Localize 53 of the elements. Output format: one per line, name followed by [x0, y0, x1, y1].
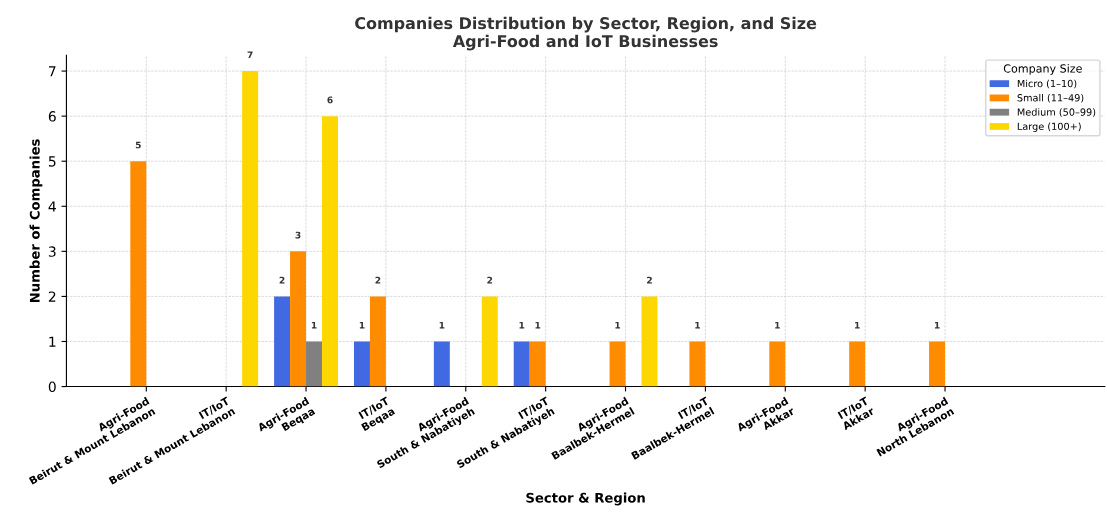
data-label: 2	[279, 276, 285, 284]
y-tick-label: 5	[48, 156, 56, 167]
y-tick-label: 2	[48, 291, 56, 302]
chart-title: Companies Distribution by Sector, Region, and Size	[355, 16, 817, 33]
y-tick-label: 1	[49, 336, 56, 347]
bar	[689, 341, 706, 387]
y-tick-label: 4	[48, 201, 56, 212]
bar	[242, 71, 259, 387]
data-label: 1	[934, 321, 940, 329]
legend-label: Small (11–49)	[1017, 93, 1084, 103]
bar	[609, 341, 626, 387]
data-label: 1	[439, 321, 445, 329]
y-tick-label: 3	[48, 246, 56, 257]
bar	[306, 341, 323, 387]
chart-subtitle: Agri-Food and IoT Businesses	[452, 34, 718, 51]
y-tick-label: 7	[49, 66, 56, 77]
x-axis-title: Sector & Region	[526, 492, 645, 506]
y-tick-label: 6	[48, 111, 56, 122]
data-label: 2	[375, 276, 381, 284]
data-label: 1	[775, 321, 780, 329]
bar	[274, 296, 291, 387]
data-label: 2	[647, 276, 652, 284]
bar	[433, 341, 450, 387]
legend-title: Company Size	[1003, 64, 1082, 75]
data-label: 1	[519, 321, 525, 329]
bar	[322, 116, 338, 387]
y-axis-title: Number of Companies	[29, 139, 43, 303]
data-label: 6	[327, 96, 333, 104]
bar	[481, 296, 498, 387]
bar	[130, 161, 147, 387]
data-label: 1	[535, 321, 541, 329]
legend-label: Medium (50–99)	[1017, 108, 1096, 117]
legend-label: Micro (1–10)	[1017, 79, 1077, 89]
data-label: 5	[135, 141, 141, 149]
y-tick-label: 0	[48, 381, 56, 393]
data-label: 2	[487, 276, 493, 284]
data-label: 3	[295, 231, 301, 239]
legend-label: Large (100+)	[1017, 122, 1081, 132]
bar	[353, 341, 370, 387]
data-label: 1	[615, 321, 621, 329]
data-label: 7	[247, 51, 253, 59]
data-label: 1	[359, 321, 365, 329]
bar	[769, 341, 786, 387]
data-label: 1	[311, 321, 317, 329]
bar	[513, 341, 530, 387]
bar	[929, 341, 946, 387]
bar	[849, 341, 866, 387]
bar	[529, 341, 546, 387]
data-label: 1	[695, 321, 700, 329]
bar	[641, 296, 658, 387]
bar	[369, 296, 386, 387]
bar	[290, 251, 307, 387]
data-label: 1	[855, 321, 860, 329]
